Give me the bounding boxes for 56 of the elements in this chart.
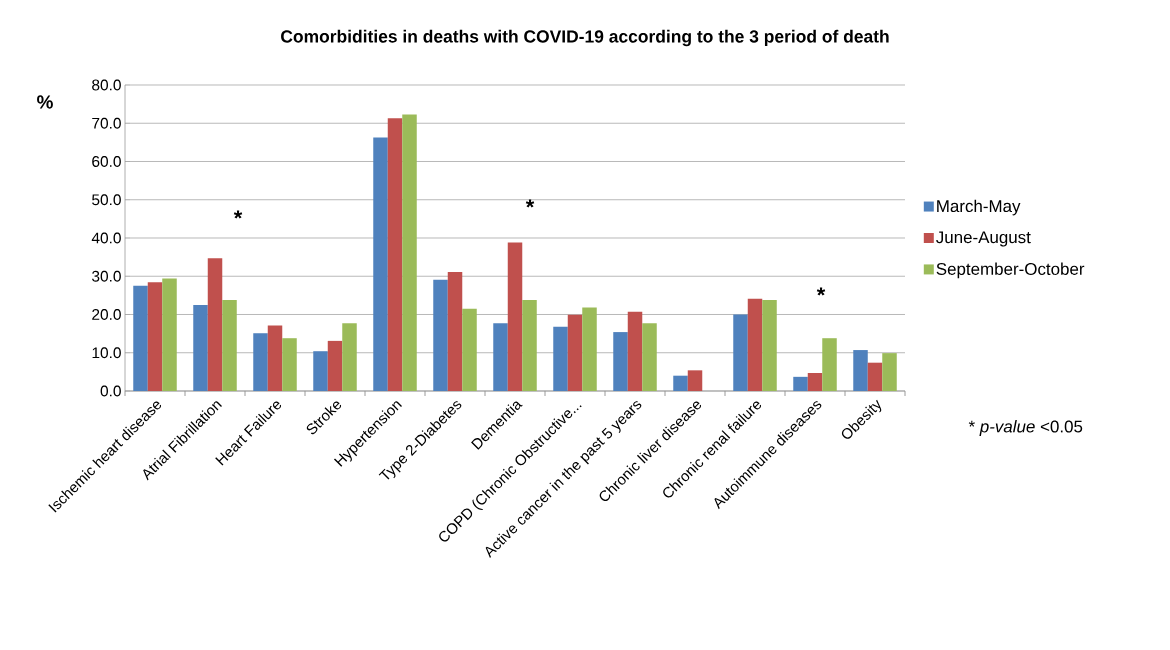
annotation: * (525, 199, 535, 208)
bar (493, 323, 508, 391)
bar (433, 279, 448, 391)
bar (373, 137, 388, 391)
bar (793, 376, 808, 391)
bar (582, 307, 597, 391)
bar (193, 304, 208, 391)
y-tick-label: 50.0 (92, 194, 121, 206)
bar (402, 114, 417, 391)
bar (673, 375, 688, 391)
y-tick-label: 0.0 (100, 385, 121, 397)
bar (553, 326, 568, 391)
bar (522, 299, 537, 391)
legend-label: June-August (936, 231, 1031, 247)
bar (133, 285, 148, 391)
bar (267, 325, 283, 391)
bar (507, 242, 523, 391)
bar (162, 278, 177, 391)
y-tick-label: 80.0 (92, 79, 121, 91)
text: *p-value <0.05 (968, 420, 1083, 436)
annotation: * (233, 210, 243, 219)
bar (313, 351, 328, 391)
bar (387, 118, 403, 391)
y-tick-label: 10.0 (92, 347, 121, 359)
bar (733, 314, 748, 391)
y-tick-label: 40.0 (91, 232, 121, 244)
bar (807, 373, 823, 391)
bar (207, 258, 223, 391)
bar (867, 362, 883, 391)
bar (747, 298, 763, 391)
bar (613, 332, 628, 391)
text: % (37, 95, 53, 109)
bar (147, 282, 163, 391)
y-tick-label: 30.0 (92, 270, 121, 282)
bar (462, 308, 477, 391)
y-tick-label: 20.0 (92, 309, 121, 320)
bar (822, 338, 837, 391)
bar (567, 314, 583, 391)
bar (627, 311, 643, 391)
bar (447, 272, 463, 391)
chart-title: Comorbidities in deaths with COVID-19 according to the 3 period of death (281, 29, 889, 47)
bar (882, 353, 897, 391)
bar (342, 323, 357, 391)
y-tick-label: 60.0 (92, 156, 121, 167)
y-tick-label: 70.0 (92, 117, 121, 129)
bar (327, 340, 343, 391)
bar (253, 333, 268, 391)
annotation: * (816, 287, 826, 296)
bar (642, 323, 657, 391)
bar (853, 350, 868, 391)
legend-label: September-October (936, 262, 1085, 279)
bar (762, 299, 777, 391)
bar (222, 299, 237, 391)
bar (282, 338, 297, 391)
legend-label: March-May (937, 199, 1021, 216)
bar (687, 370, 703, 391)
